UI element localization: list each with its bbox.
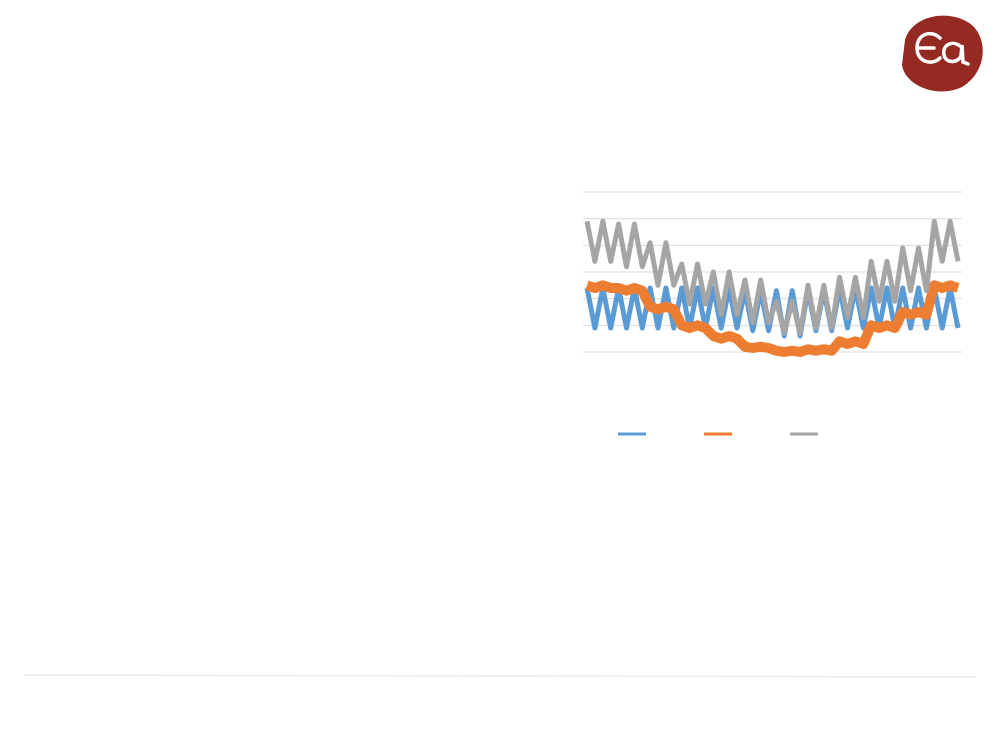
- chart: [583, 191, 962, 436]
- logo-e: [915, 31, 942, 64]
- logo: [902, 15, 983, 92]
- series-line: [584, 218, 961, 336]
- series-line: [585, 280, 960, 357]
- footer-rule: [24, 674, 976, 678]
- logo-a: [942, 41, 970, 66]
